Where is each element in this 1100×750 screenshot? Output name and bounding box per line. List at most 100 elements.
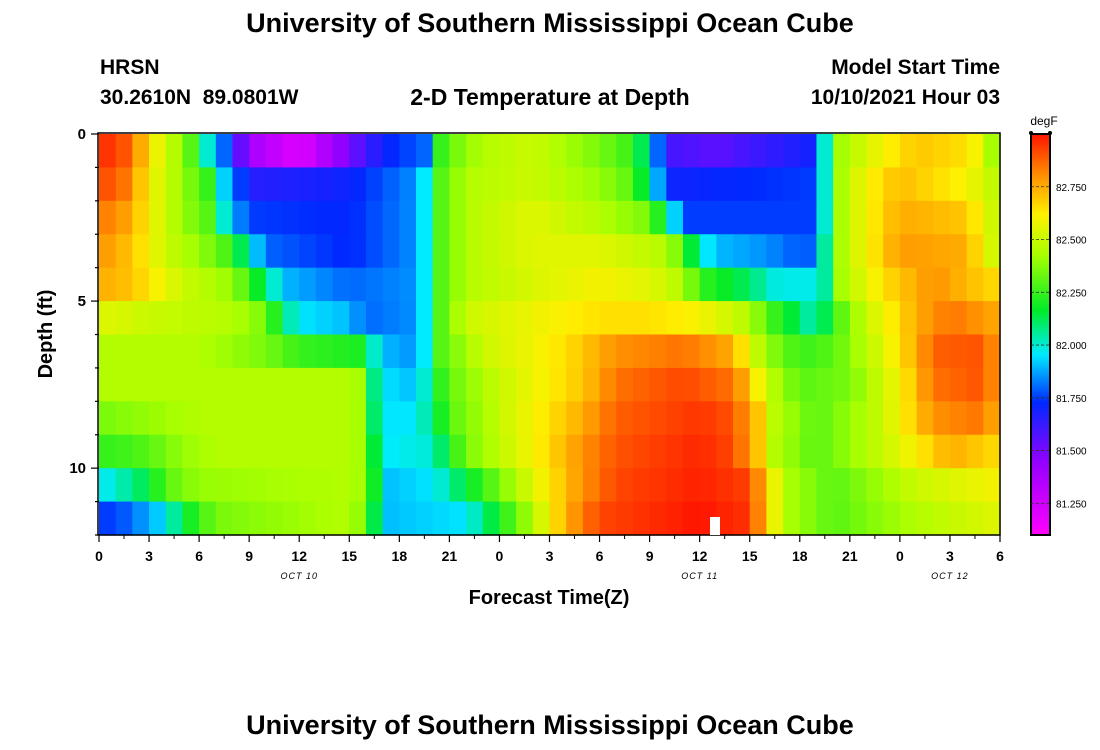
- heatmap-cell: [132, 267, 150, 302]
- heatmap-cell: [766, 501, 784, 536]
- heatmap-cell: [466, 401, 484, 436]
- heatmap-cell: [816, 501, 834, 536]
- heatmap-cell: [482, 267, 501, 302]
- heatmap-cell: [232, 334, 250, 369]
- heatmap-cell: [983, 434, 1001, 469]
- heatmap-cell: [783, 167, 801, 202]
- heatmap-cell: [916, 434, 934, 469]
- heatmap-cell: [833, 200, 851, 235]
- heatmap-cell: [866, 167, 884, 202]
- x-tick-label: 9: [245, 548, 253, 564]
- heatmap-cell: [816, 134, 834, 169]
- heatmap-cell: [332, 134, 350, 169]
- heatmap-cell: [182, 401, 200, 436]
- heatmap-cell: [432, 267, 450, 302]
- heatmap-cell: [766, 334, 784, 369]
- heatmap-cell: [749, 334, 768, 369]
- heatmap-cell: [599, 167, 617, 202]
- heatmap-cell: [933, 367, 951, 402]
- heatmap-cell: [632, 334, 651, 369]
- heatmap-cell: [716, 301, 734, 336]
- heatmap-cell: [599, 434, 617, 469]
- heatmap-cell: [232, 234, 250, 269]
- heatmap-cell: [966, 301, 984, 336]
- heatmap-cell: [866, 468, 884, 503]
- heatmap-cell: [449, 434, 467, 469]
- heatmap-cell: [315, 434, 334, 469]
- heatmap-cell: [749, 434, 768, 469]
- heatmap-cell: [816, 367, 834, 402]
- heatmap-cell: [783, 234, 801, 269]
- heatmap-cell: [933, 468, 951, 503]
- colorbar-tick-label: 82.500: [1056, 236, 1087, 247]
- heatmap-cell: [315, 334, 334, 369]
- heatmap-cell: [849, 134, 868, 169]
- heatmap-cell: [883, 334, 901, 369]
- heatmap-cell: [432, 468, 450, 503]
- heatmap-cell: [966, 468, 984, 503]
- heatmap-cell: [265, 234, 284, 269]
- heatmap-cell: [566, 267, 584, 302]
- heatmap-cell: [733, 267, 751, 302]
- heatmap-cell: [165, 234, 184, 269]
- heatmap-cell: [399, 367, 417, 402]
- heatmap-cell: [566, 501, 584, 536]
- colorbar-tick-label: 82.750: [1056, 183, 1087, 194]
- heatmap-cell: [432, 301, 450, 336]
- heatmap-cell: [365, 234, 384, 269]
- heatmap-cell: [466, 234, 484, 269]
- heatmap-cell: [449, 334, 467, 369]
- heatmap-cell: [916, 267, 934, 302]
- heatmap-cell: [666, 334, 684, 369]
- heatmap-cell: [632, 468, 651, 503]
- heatmap-cell: [232, 401, 250, 436]
- heatmap-cell: [315, 501, 334, 536]
- heatmap-cell: [115, 167, 133, 202]
- heatmap-cell: [165, 367, 184, 402]
- heatmap-cell: [866, 267, 884, 302]
- heatmap-cell: [883, 501, 901, 536]
- heatmap-cell: [315, 267, 334, 302]
- heatmap-cell: [566, 401, 584, 436]
- heatmap-cell: [566, 301, 584, 336]
- heatmap-cell: [349, 334, 367, 369]
- heatmap-cell: [365, 501, 384, 536]
- heatmap-cell: [215, 501, 234, 536]
- heatmap-cell: [265, 367, 284, 402]
- heatmap-cell: [482, 501, 501, 536]
- heatmap-cell: [482, 134, 501, 169]
- heatmap-cell: [265, 301, 284, 336]
- heatmap-cell: [215, 301, 234, 336]
- heatmap-cell: [99, 167, 117, 202]
- heatmap-cell: [282, 468, 300, 503]
- heatmap-cell: [516, 334, 534, 369]
- heatmap-cell: [132, 134, 150, 169]
- heatmap-cell: [499, 267, 517, 302]
- heatmap-cell: [599, 234, 617, 269]
- heatmap-cell: [99, 434, 117, 469]
- heatmap-cell: [616, 301, 634, 336]
- y-tick-label: 5: [78, 293, 86, 310]
- heatmap-cell: [682, 501, 701, 536]
- heatmap-cell: [332, 200, 350, 235]
- heatmap-cell: [382, 434, 400, 469]
- heatmap-cell: [716, 234, 734, 269]
- heatmap-cell: [99, 501, 117, 536]
- heatmap-cell: [449, 234, 467, 269]
- heatmap-cell: [299, 367, 317, 402]
- heatmap-cell: [282, 234, 300, 269]
- heatmap-cell: [816, 167, 834, 202]
- heatmap-cell: [849, 501, 868, 536]
- heatmap-cell: [299, 401, 317, 436]
- heatmap-cell: [766, 434, 784, 469]
- heatmap-cell: [649, 434, 667, 469]
- heatmap-cell: [416, 301, 434, 336]
- heatmap-cell: [332, 301, 350, 336]
- heatmap-cell: [766, 267, 784, 302]
- model-start-label: Model Start Time: [831, 56, 1000, 79]
- heatmap-cell: [299, 134, 317, 169]
- heatmap-cell: [399, 134, 417, 169]
- heatmap-cell: [599, 367, 617, 402]
- heatmap-cell: [449, 468, 467, 503]
- heatmap-cell: [249, 434, 267, 469]
